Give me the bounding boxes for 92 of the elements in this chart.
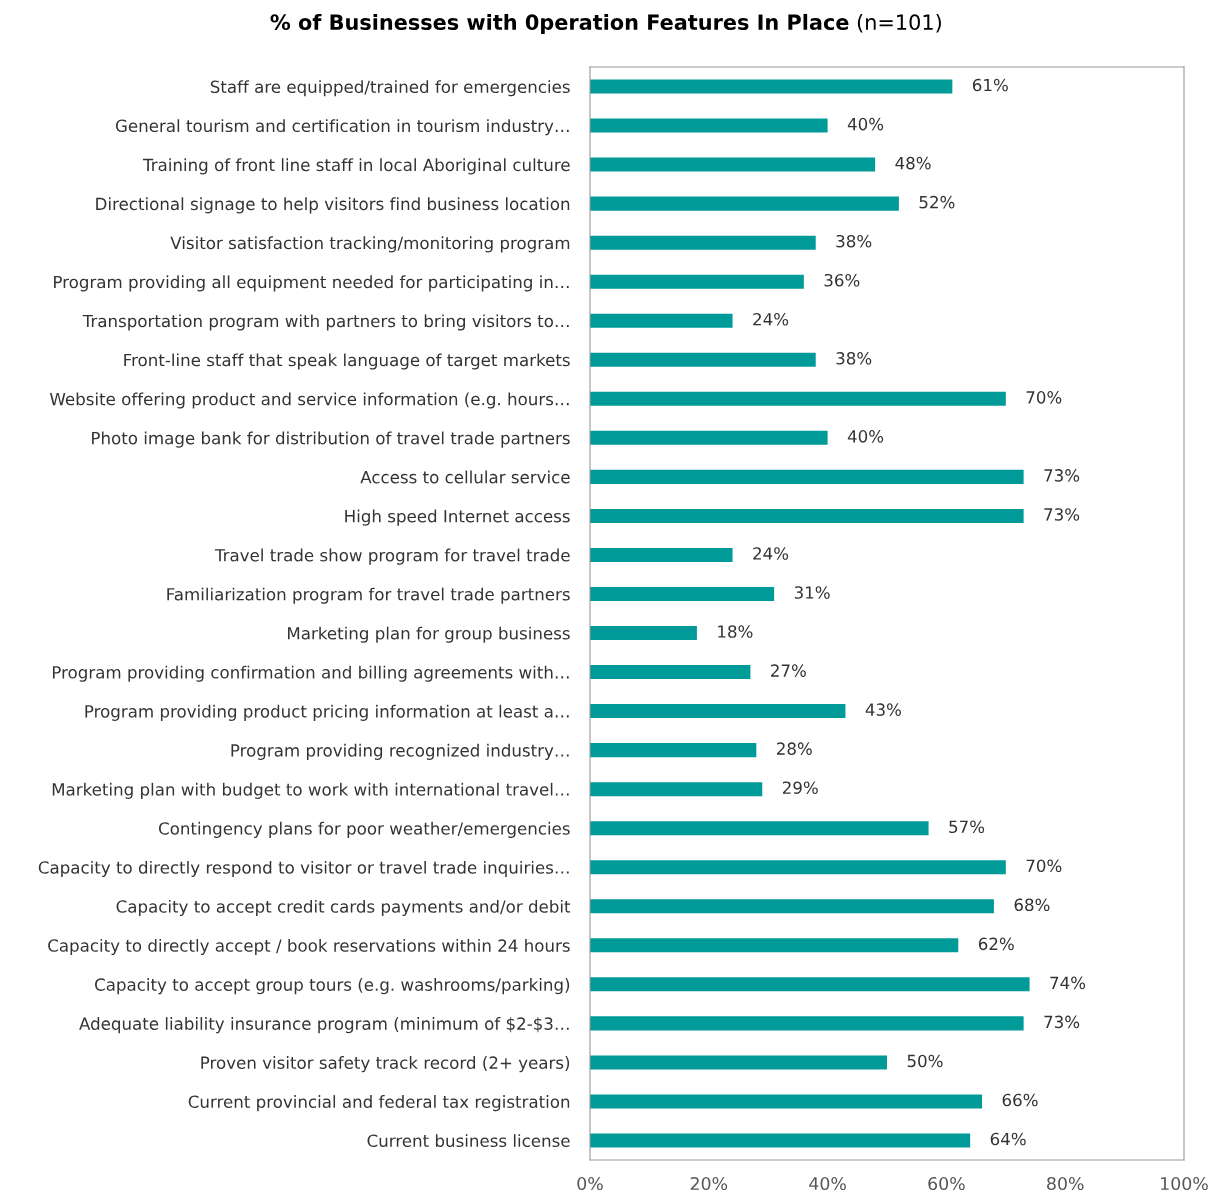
bar bbox=[590, 743, 757, 758]
bar bbox=[590, 79, 953, 94]
text: 38% bbox=[836, 352, 872, 365]
bar bbox=[590, 782, 763, 797]
bar bbox=[590, 547, 733, 562]
y-tick-label: Current business license bbox=[367, 1134, 570, 1148]
text: 24% bbox=[753, 312, 789, 326]
bar bbox=[590, 313, 733, 328]
y-tick-label: Current provincial and federal tax registration bbox=[188, 1095, 570, 1112]
y-tick-label: Program providing product pricing information at least a… bbox=[85, 704, 569, 721]
text: 74% bbox=[1050, 976, 1086, 990]
text: 68% bbox=[1014, 898, 1050, 912]
bar bbox=[590, 508, 1024, 523]
x-tick-label: 20% bbox=[690, 1176, 728, 1191]
bar bbox=[590, 235, 816, 250]
bar bbox=[590, 586, 775, 602]
y-tick-label: Directional signage to help visitors find business location bbox=[96, 197, 570, 214]
bar bbox=[590, 118, 828, 133]
text: 73% bbox=[1044, 469, 1080, 482]
x-tick-label: 60% bbox=[928, 1176, 965, 1191]
text: 73% bbox=[1044, 508, 1080, 521]
text: 70% bbox=[1026, 859, 1062, 873]
y-tick-label: Transportation program with partners to bring visitors to… bbox=[82, 314, 569, 331]
text: 29% bbox=[782, 781, 818, 794]
y-tick-label: Capacity to accept group tours (e.g. washrooms/parking) bbox=[95, 978, 570, 995]
y-tick-label: Familiarization program for travel trade partners bbox=[167, 587, 570, 604]
text: 28% bbox=[776, 742, 812, 755]
text: 64% bbox=[990, 1132, 1026, 1146]
y-tick-label: Adequate liability insurance program (minimum of $2-$3… bbox=[79, 1017, 569, 1034]
y-tick-label: Capacity to accept credit cards payments and/or debit bbox=[116, 899, 571, 917]
text: 48% bbox=[895, 156, 931, 170]
text: 27% bbox=[771, 664, 806, 677]
text: 62% bbox=[978, 937, 1014, 951]
y-tick-label: Proven visitor safety track record (2+ years) bbox=[201, 1056, 570, 1073]
chart-subtitle: (n=101) bbox=[857, 13, 941, 33]
y-tick-label: Contingency plans for poor weather/emergencies bbox=[158, 821, 570, 838]
y-tick-label: Capacity to directly respond to visitor or travel trade inquiries… bbox=[38, 860, 569, 878]
text: 50% bbox=[907, 1054, 943, 1068]
bar bbox=[590, 274, 804, 289]
x-tick-label: 100% bbox=[1161, 1176, 1208, 1191]
y-tick-label: Front-line staff that speak language of target markets bbox=[124, 353, 570, 370]
bar bbox=[590, 196, 899, 211]
y-tick-label: Program providing recognized industry… bbox=[231, 743, 569, 760]
text: 66% bbox=[1002, 1093, 1038, 1107]
text: 52% bbox=[919, 195, 955, 209]
text: 36% bbox=[824, 273, 860, 287]
y-tick-label: Capacity to directly accept / book reservations within 24 hours bbox=[48, 938, 570, 956]
text: 40% bbox=[847, 117, 884, 131]
text: 24% bbox=[753, 547, 789, 560]
bar bbox=[590, 860, 1006, 875]
bar bbox=[590, 1055, 887, 1070]
y-tick-label: Training of front line staff in local Aboriginal culture bbox=[142, 158, 570, 175]
x-tick-label: 80% bbox=[1047, 1176, 1084, 1191]
text: 70% bbox=[1026, 391, 1062, 404]
bar bbox=[590, 665, 751, 680]
bar bbox=[590, 157, 876, 172]
y-tick-label: Program providing all equipment needed for participating in… bbox=[54, 275, 569, 292]
text: 38% bbox=[836, 234, 872, 248]
text: 57% bbox=[949, 820, 985, 834]
bar bbox=[590, 469, 1024, 484]
text: 18% bbox=[718, 625, 753, 638]
y-tick-label: Marketing plan for group business bbox=[288, 626, 570, 643]
y-tick-label: Photo image bank for distribution of travel trade partners bbox=[92, 431, 570, 448]
bar bbox=[590, 1094, 983, 1109]
bar bbox=[590, 352, 816, 367]
bar bbox=[590, 625, 697, 641]
text: 61% bbox=[972, 78, 1008, 92]
text: 73% bbox=[1044, 1015, 1080, 1029]
x-tick-label: 0% bbox=[577, 1176, 603, 1191]
y-tick-label: Travel trade show program for travel trade bbox=[214, 548, 570, 565]
bar bbox=[590, 391, 1006, 406]
bar bbox=[590, 899, 994, 914]
y-tick-label: Visitor satisfaction tracking/monitoring program bbox=[170, 236, 570, 253]
y-tick-label: General tourism and certification in tourism industry… bbox=[115, 119, 569, 136]
y-tick-label: High speed Internet access bbox=[345, 509, 570, 526]
y-tick-label: Marketing plan with budget to work with international travel… bbox=[52, 782, 569, 799]
y-tick-label: Website offering product and service information (e.g. hours… bbox=[49, 392, 569, 409]
bar bbox=[590, 1133, 971, 1148]
chart-title: % of Businesses with 0peration Features In Place bbox=[270, 13, 849, 35]
y-tick-label: Access to cellular service bbox=[360, 470, 570, 484]
bar bbox=[590, 704, 846, 719]
bar bbox=[590, 977, 1030, 992]
bar bbox=[590, 938, 959, 953]
x-tick-label: 40% bbox=[809, 1176, 846, 1191]
text: 43% bbox=[865, 703, 901, 716]
bar bbox=[590, 821, 929, 836]
y-tick-label: Staff are equipped/trained for emergencies bbox=[210, 80, 570, 97]
bar bbox=[590, 1016, 1024, 1031]
bar bbox=[590, 430, 828, 445]
text: 40% bbox=[847, 430, 884, 443]
text: 31% bbox=[794, 586, 830, 599]
y-tick-label: Program providing confirmation and billing agreements with… bbox=[52, 665, 569, 682]
